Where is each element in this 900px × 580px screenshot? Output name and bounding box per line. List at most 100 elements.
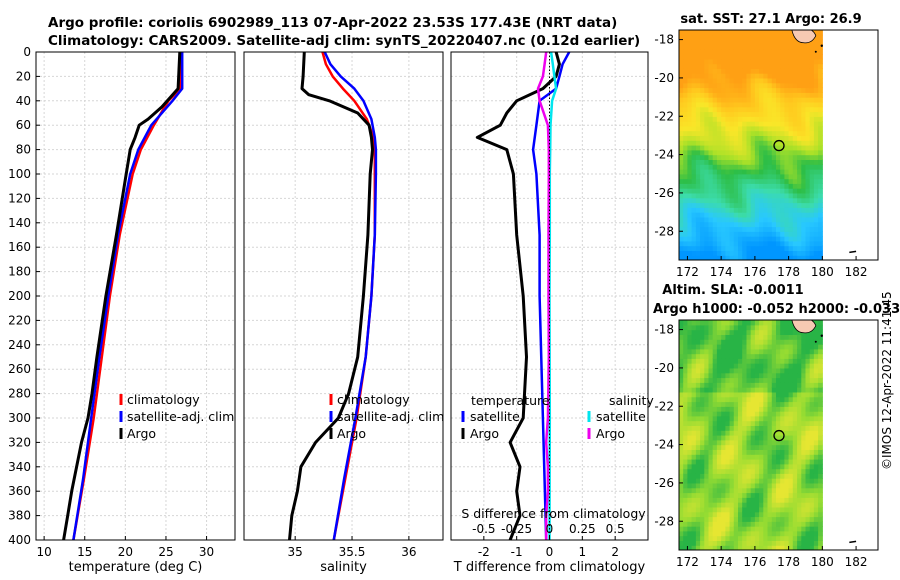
map-cell xyxy=(742,130,747,136)
map-cell xyxy=(818,387,823,393)
map-cell xyxy=(797,183,802,189)
map-cell xyxy=(695,459,701,465)
map-cell xyxy=(721,545,726,550)
map-cell xyxy=(754,420,760,426)
map-cell xyxy=(712,159,718,165)
map-cell xyxy=(729,216,735,223)
map-cell xyxy=(725,77,731,84)
map-cell xyxy=(708,324,714,331)
map-cell xyxy=(818,444,823,450)
map-cell xyxy=(784,255,790,260)
map-cell xyxy=(784,353,790,359)
map-cell xyxy=(805,149,811,156)
map-cell xyxy=(733,415,739,422)
map-cell xyxy=(704,320,710,326)
map-cell xyxy=(683,449,688,455)
map-cell xyxy=(712,140,718,146)
map-cell xyxy=(759,240,764,247)
map-cell xyxy=(700,192,705,199)
map-cell xyxy=(716,226,722,232)
map-cell xyxy=(805,396,811,403)
map-cell xyxy=(687,97,693,103)
map-cell xyxy=(746,454,752,460)
map-cell xyxy=(721,463,726,470)
map-cell xyxy=(767,367,773,374)
map-cell xyxy=(733,430,739,436)
map-cell xyxy=(679,192,684,199)
map-cell xyxy=(750,226,756,232)
map-cell xyxy=(746,324,752,331)
map-cell xyxy=(750,545,756,550)
map-cell xyxy=(809,459,815,465)
map-cell xyxy=(683,401,688,407)
map-cell xyxy=(750,58,756,65)
map-cell xyxy=(700,459,705,465)
map-cell xyxy=(797,212,802,218)
map-cell xyxy=(763,348,769,355)
map-cell xyxy=(708,329,714,335)
map-cell xyxy=(776,387,781,393)
map-cell xyxy=(729,439,735,446)
map-cell xyxy=(767,164,773,170)
map-cell xyxy=(801,164,807,170)
map-cell xyxy=(700,348,705,355)
map-cell xyxy=(780,216,785,223)
map-cell xyxy=(708,339,714,345)
map-cell xyxy=(754,530,760,537)
map-cell xyxy=(679,116,684,122)
map-cell xyxy=(784,497,790,503)
map-cell xyxy=(767,54,773,60)
map-cell xyxy=(700,329,705,335)
map-cell xyxy=(818,87,823,93)
map-cell xyxy=(750,492,756,498)
map-cell xyxy=(729,344,735,350)
map-cell xyxy=(754,516,760,522)
map-cell xyxy=(818,367,823,374)
map-cell xyxy=(805,511,811,518)
map-cell xyxy=(750,54,756,60)
map-cell xyxy=(733,92,739,98)
map-cell xyxy=(687,502,693,508)
map-cell xyxy=(784,216,790,223)
map-cell xyxy=(771,516,777,522)
map-cell xyxy=(784,106,790,113)
map-cell xyxy=(767,430,773,436)
map-cell xyxy=(809,478,815,484)
map-cell xyxy=(738,478,743,484)
map-cell xyxy=(780,197,785,204)
map-cell xyxy=(712,30,718,36)
map-cell xyxy=(738,197,743,204)
map-cell xyxy=(691,439,697,446)
map-cell xyxy=(809,58,815,65)
map-cell xyxy=(695,516,701,522)
map-cell xyxy=(708,34,714,41)
map-cell xyxy=(784,183,790,189)
map-cell xyxy=(746,535,752,541)
map-cell xyxy=(721,530,726,537)
map-cell xyxy=(813,406,819,412)
map-cell xyxy=(695,526,701,532)
map-cell xyxy=(813,521,819,527)
map-cell xyxy=(797,511,802,518)
map-cell xyxy=(792,68,798,74)
map-cell xyxy=(679,540,684,546)
map-cell xyxy=(754,236,760,242)
map-cell xyxy=(754,130,760,136)
map-cell xyxy=(712,58,718,65)
map-cell xyxy=(797,502,802,508)
map-cell xyxy=(750,425,756,431)
map-cell xyxy=(742,34,747,41)
map-cell xyxy=(754,473,760,479)
map-cell xyxy=(746,439,752,446)
map-cell xyxy=(704,334,710,340)
map-cell xyxy=(683,68,688,74)
map-cell xyxy=(805,344,811,350)
map-cell xyxy=(704,401,710,407)
map-cell xyxy=(738,121,743,127)
map-cell xyxy=(700,444,705,450)
map-cell xyxy=(742,77,747,84)
map-cell xyxy=(809,197,815,204)
map-cell xyxy=(712,192,718,199)
map-cell xyxy=(801,459,807,465)
map-cell xyxy=(687,545,693,550)
